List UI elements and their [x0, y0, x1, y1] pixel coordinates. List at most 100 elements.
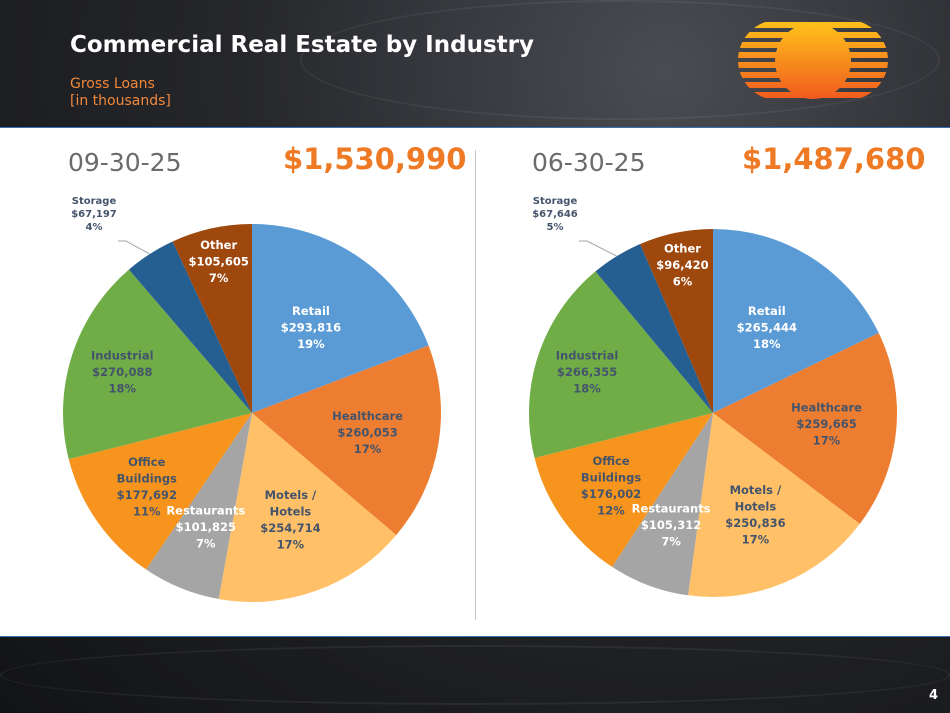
slice-label-line: 17%	[277, 537, 305, 551]
slice-label-line: Other	[664, 242, 701, 256]
subtitle-line: [in thousands]	[70, 93, 171, 109]
slice-label-line: $259,665	[796, 417, 856, 431]
period-total-right: $1,487,680	[742, 142, 926, 176]
pie-slice-restaurants	[146, 413, 252, 600]
pie-slice-storage	[595, 244, 713, 413]
slice-label-line: 12%	[597, 503, 625, 517]
slice-label-line: Hotels	[735, 500, 777, 514]
slice-label-line: $96,420	[656, 258, 708, 272]
slice-label-line: $260,053	[337, 426, 397, 440]
slice-label-line: Buildings	[117, 472, 177, 486]
slice-label-line: Industrial	[556, 348, 619, 362]
background-swoosh	[0, 645, 950, 705]
slice-label-line: 4%	[86, 222, 103, 233]
slice-label-line: Office	[592, 454, 629, 468]
pie-slice-industrial	[529, 271, 713, 459]
slice-label-line: Storage	[533, 196, 578, 207]
background-swoosh	[300, 0, 940, 120]
slice-label-line: 7%	[661, 535, 681, 549]
slice-label-line: 7%	[196, 536, 216, 550]
pie-slice-retail	[252, 224, 429, 413]
pie-slice-storage	[128, 241, 252, 413]
pie-slice-office-buildings	[68, 413, 252, 570]
slice-label-line: 7%	[209, 271, 229, 285]
slice-label-line: Retail	[292, 304, 330, 318]
slice-label-line: $105,605	[188, 255, 248, 269]
slice-label-healthcare: Healthcare $260,053 17%	[332, 409, 403, 456]
slice-label-line: Motels /	[730, 483, 782, 497]
slice-label-line: $67,646	[532, 209, 578, 220]
slice-label-line: 6%	[673, 275, 693, 289]
slice-label-line: Storage	[72, 196, 117, 207]
slice-label-line: $177,692	[117, 488, 177, 502]
slice-label-office-buildings: Office Buildings $177,692 11%	[117, 455, 177, 518]
slice-label-line: $266,355	[557, 365, 617, 379]
pie-slice-healthcare	[252, 345, 441, 536]
slice-label-restaurants: Restaurants $105,312 7%	[632, 502, 711, 549]
slice-label-line: 18%	[753, 337, 781, 351]
slice-label-line: $293,816	[281, 320, 341, 334]
slice-label-line: Other	[200, 238, 237, 252]
pie-slice-other	[640, 229, 713, 413]
slice-label-retail: Retail $265,444 18%	[737, 304, 797, 351]
slice-label-industrial: Industrial $270,088 18%	[91, 348, 154, 395]
slice-label-line: 18%	[109, 381, 137, 395]
slice-label-motels-hotels: Motels / Hotels $250,836 17%	[725, 483, 785, 547]
slice-label-line: 11%	[133, 505, 161, 519]
slice-label-line: 19%	[297, 337, 325, 351]
slice-label-industrial: Industrial $266,355 18%	[556, 348, 619, 395]
slice-label-line: Buildings	[581, 470, 641, 484]
slice-label-line: Restaurants	[166, 503, 245, 517]
slice-label-line: Motels /	[265, 488, 317, 502]
slice-label-line: $250,836	[725, 516, 785, 530]
slice-label-line: 18%	[573, 381, 601, 395]
slice-label-line: 17%	[813, 434, 841, 448]
period-total-left: $1,530,990	[283, 142, 467, 176]
slice-label-line: $105,312	[641, 518, 701, 532]
slice-label-office-buildings: Office Buildings $176,002 12%	[581, 454, 641, 518]
slice-label-line: $265,444	[737, 320, 797, 334]
pie-slice-motels-hotels	[218, 413, 397, 602]
slice-label-line: Office	[128, 455, 165, 469]
leader-line	[579, 240, 618, 257]
pie-slice-healthcare	[713, 333, 897, 524]
period-date-left: 09-30-25	[68, 148, 182, 177]
pie-slice-industrial	[63, 269, 252, 460]
page-subtitle: Gross Loans [in thousands]	[70, 76, 171, 110]
divider	[475, 150, 476, 620]
slice-label-line: Restaurants	[632, 502, 711, 516]
slice-label-motels-hotels: Motels / Hotels $254,714 17%	[260, 488, 320, 551]
pie-slice-motels-hotels	[688, 413, 860, 597]
slice-label-healthcare: Healthcare $259,665 17%	[791, 401, 862, 448]
slice-label-other: Other $105,605 7%	[188, 238, 248, 285]
striped-sun-logo	[738, 22, 888, 99]
slice-label-line: $270,088	[92, 365, 152, 379]
leader-line	[118, 240, 151, 255]
pie-slice-retail	[713, 229, 879, 413]
slice-label-storage: Storage $67,197 4%	[71, 196, 117, 233]
page-number: 4	[928, 688, 938, 703]
slice-label-retail: Retail $293,816 19%	[281, 304, 341, 351]
slice-label-line: Retail	[748, 304, 786, 318]
pie-slice-other	[172, 224, 252, 413]
slice-label-line: Healthcare	[332, 409, 403, 423]
slice-label-line: $254,714	[260, 521, 320, 535]
slice-label-line: Hotels	[270, 504, 312, 518]
page-title: Commercial Real Estate by Industry	[70, 32, 534, 58]
slice-label-line: $67,197	[71, 209, 117, 220]
slice-label-line: 5%	[547, 222, 564, 233]
pie-slice-office-buildings	[534, 413, 713, 567]
slice-label-restaurants: Restaurants $101,825 7%	[166, 503, 245, 550]
pie-slice-restaurants	[612, 413, 713, 596]
slice-label-line: $176,002	[581, 487, 641, 501]
slice-label-line: 17%	[742, 533, 770, 547]
slice-label-other: Other $96,420 6%	[656, 242, 708, 289]
subtitle-line: Gross Loans	[70, 76, 155, 92]
slice-label-line: Healthcare	[791, 401, 862, 415]
slice-label-line: Industrial	[91, 348, 154, 362]
slice-label-storage: Storage $67,646 5%	[532, 196, 578, 233]
slice-label-line: $101,825	[176, 520, 236, 534]
slice-label-line: 17%	[354, 442, 382, 456]
period-date-right: 06-30-25	[532, 148, 646, 177]
